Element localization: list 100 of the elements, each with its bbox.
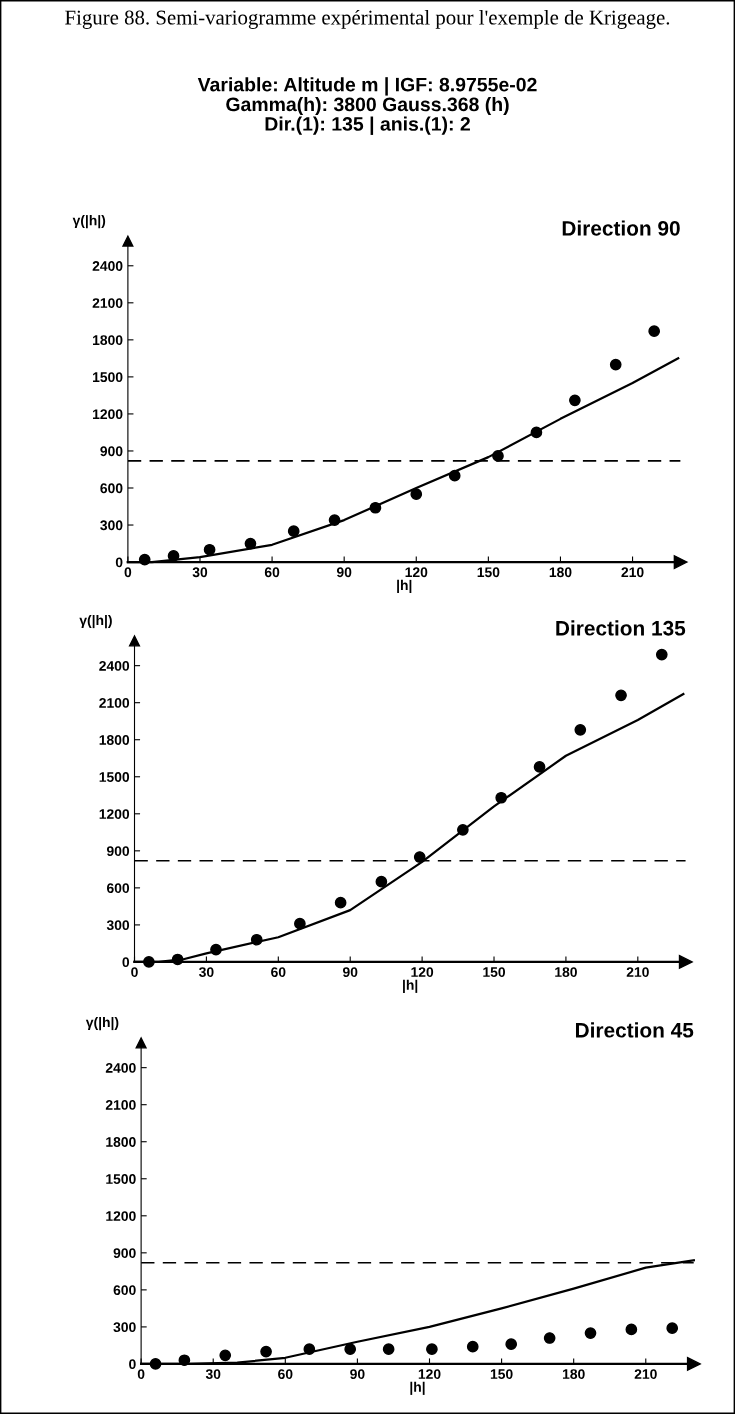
y-tick-label: 600 — [113, 1285, 136, 1296]
y-tick-label: 1200 — [99, 809, 130, 819]
point — [244, 537, 257, 550]
y-tick-label: 0 — [122, 957, 130, 968]
point — [543, 1332, 556, 1344]
point — [457, 824, 469, 836]
chart-title: Direction 90 — [562, 220, 680, 236]
point — [287, 525, 300, 538]
x-tick-label: 30 — [205, 1369, 221, 1380]
x-tick-label: 60 — [271, 967, 286, 978]
y-axis-title: γ(|h|) — [85, 1016, 119, 1031]
point — [410, 488, 423, 501]
x-tick-label: 210 — [626, 967, 649, 978]
x-tick-label: 90 — [342, 967, 358, 978]
y-tick-label: 300 — [100, 520, 123, 531]
y-tick-label: 2400 — [105, 1062, 136, 1073]
point — [167, 550, 180, 562]
x-tick-label: 180 — [562, 1369, 585, 1380]
point — [334, 896, 347, 909]
y-tick-label: 1500 — [106, 1174, 136, 1184]
point — [328, 514, 341, 526]
x-tick-label: 150 — [477, 567, 500, 578]
y-tick-label: 1800 — [99, 735, 130, 745]
point — [655, 648, 668, 661]
chart-title: Direction 45 — [575, 1022, 694, 1038]
caption: Figure 88. Semi-variogramme expérimental pour l'exemple de Krigeage. — [65, 9, 670, 29]
point — [530, 426, 543, 439]
x-axis-title: |h| — [403, 979, 418, 993]
point — [375, 875, 388, 888]
point — [369, 501, 382, 514]
chart-title: Direction 135 — [556, 620, 686, 636]
text: Variable: Altitude m | IGF: 8.9755e-02 Gamma(h): 3800 Gauss.368 (h) Dir.(1): 135 | anis.(1): 2 — [197, 77, 537, 135]
y-tick-label: 2100 — [99, 698, 130, 708]
y-tick-label: 1200 — [93, 409, 123, 420]
point — [448, 469, 461, 482]
y-tick-label: 300 — [113, 1322, 136, 1333]
x-tick-label: 180 — [555, 967, 577, 978]
point — [143, 956, 155, 968]
point — [615, 689, 627, 702]
x-tick-label: 30 — [192, 567, 208, 578]
y-tick-label: 2400 — [99, 660, 130, 671]
point — [666, 1322, 679, 1334]
y-tick-label: 900 — [113, 1248, 136, 1259]
y-tick-label: 1500 — [99, 772, 130, 782]
point — [413, 851, 426, 863]
y-tick-label: 0 — [129, 1359, 136, 1370]
point — [171, 953, 184, 966]
point — [138, 553, 151, 566]
point — [533, 761, 546, 773]
x-tick-label: 60 — [264, 567, 280, 578]
point — [149, 1358, 162, 1370]
y-tick-label: 0 — [115, 557, 123, 568]
x-tick-label: 30 — [199, 967, 214, 978]
y-tick-label: 2100 — [92, 298, 123, 308]
y-tick-label: 1800 — [106, 1137, 136, 1147]
x-tick-label: 150 — [490, 1369, 513, 1380]
x-tick-label: 90 — [350, 1369, 365, 1380]
point — [495, 791, 508, 804]
point — [203, 543, 216, 556]
y-axis-title: γ(|h|) — [79, 614, 112, 629]
x-tick-label: 120 — [405, 567, 428, 578]
y-tick-label: 2100 — [105, 1100, 136, 1110]
point — [382, 1343, 395, 1355]
x-tick-label: 60 — [278, 1369, 293, 1380]
point — [344, 1343, 357, 1355]
y-axis-title: γ(|h|) — [72, 215, 106, 229]
x-tick-label: 90 — [336, 567, 352, 578]
point — [260, 1345, 272, 1358]
point — [625, 1323, 638, 1336]
point — [294, 917, 306, 930]
point — [648, 325, 661, 338]
point — [426, 1343, 438, 1355]
y-tick-label: 1800 — [93, 335, 123, 346]
point — [219, 1349, 232, 1362]
point — [584, 1327, 597, 1339]
y-tick-label: 900 — [100, 446, 123, 457]
point — [210, 943, 222, 956]
x-axis-title: |h| — [410, 1381, 425, 1395]
x-tick-label: 120 — [411, 967, 434, 978]
point — [466, 1340, 479, 1353]
y-tick-label: 600 — [106, 883, 130, 894]
point — [574, 724, 587, 736]
point — [609, 358, 622, 371]
y-tick-label: 600 — [100, 483, 123, 494]
x-tick-label: 210 — [621, 567, 644, 578]
y-tick-label: 2400 — [92, 261, 123, 271]
y-tick-label: 900 — [106, 846, 130, 857]
x-tick-label: 120 — [418, 1369, 441, 1380]
x-tick-label: 210 — [634, 1369, 657, 1380]
point — [492, 450, 504, 462]
y-tick-label: 300 — [106, 920, 130, 931]
x-axis-title: |h| — [397, 579, 412, 594]
point — [250, 933, 263, 946]
point — [569, 394, 581, 407]
x-tick-label: 150 — [483, 967, 506, 978]
x-tick-label: 180 — [549, 567, 572, 578]
y-tick-label: 1200 — [106, 1211, 136, 1221]
point — [505, 1338, 518, 1351]
point — [178, 1354, 191, 1367]
x-tick-label: 0 — [137, 1369, 145, 1380]
